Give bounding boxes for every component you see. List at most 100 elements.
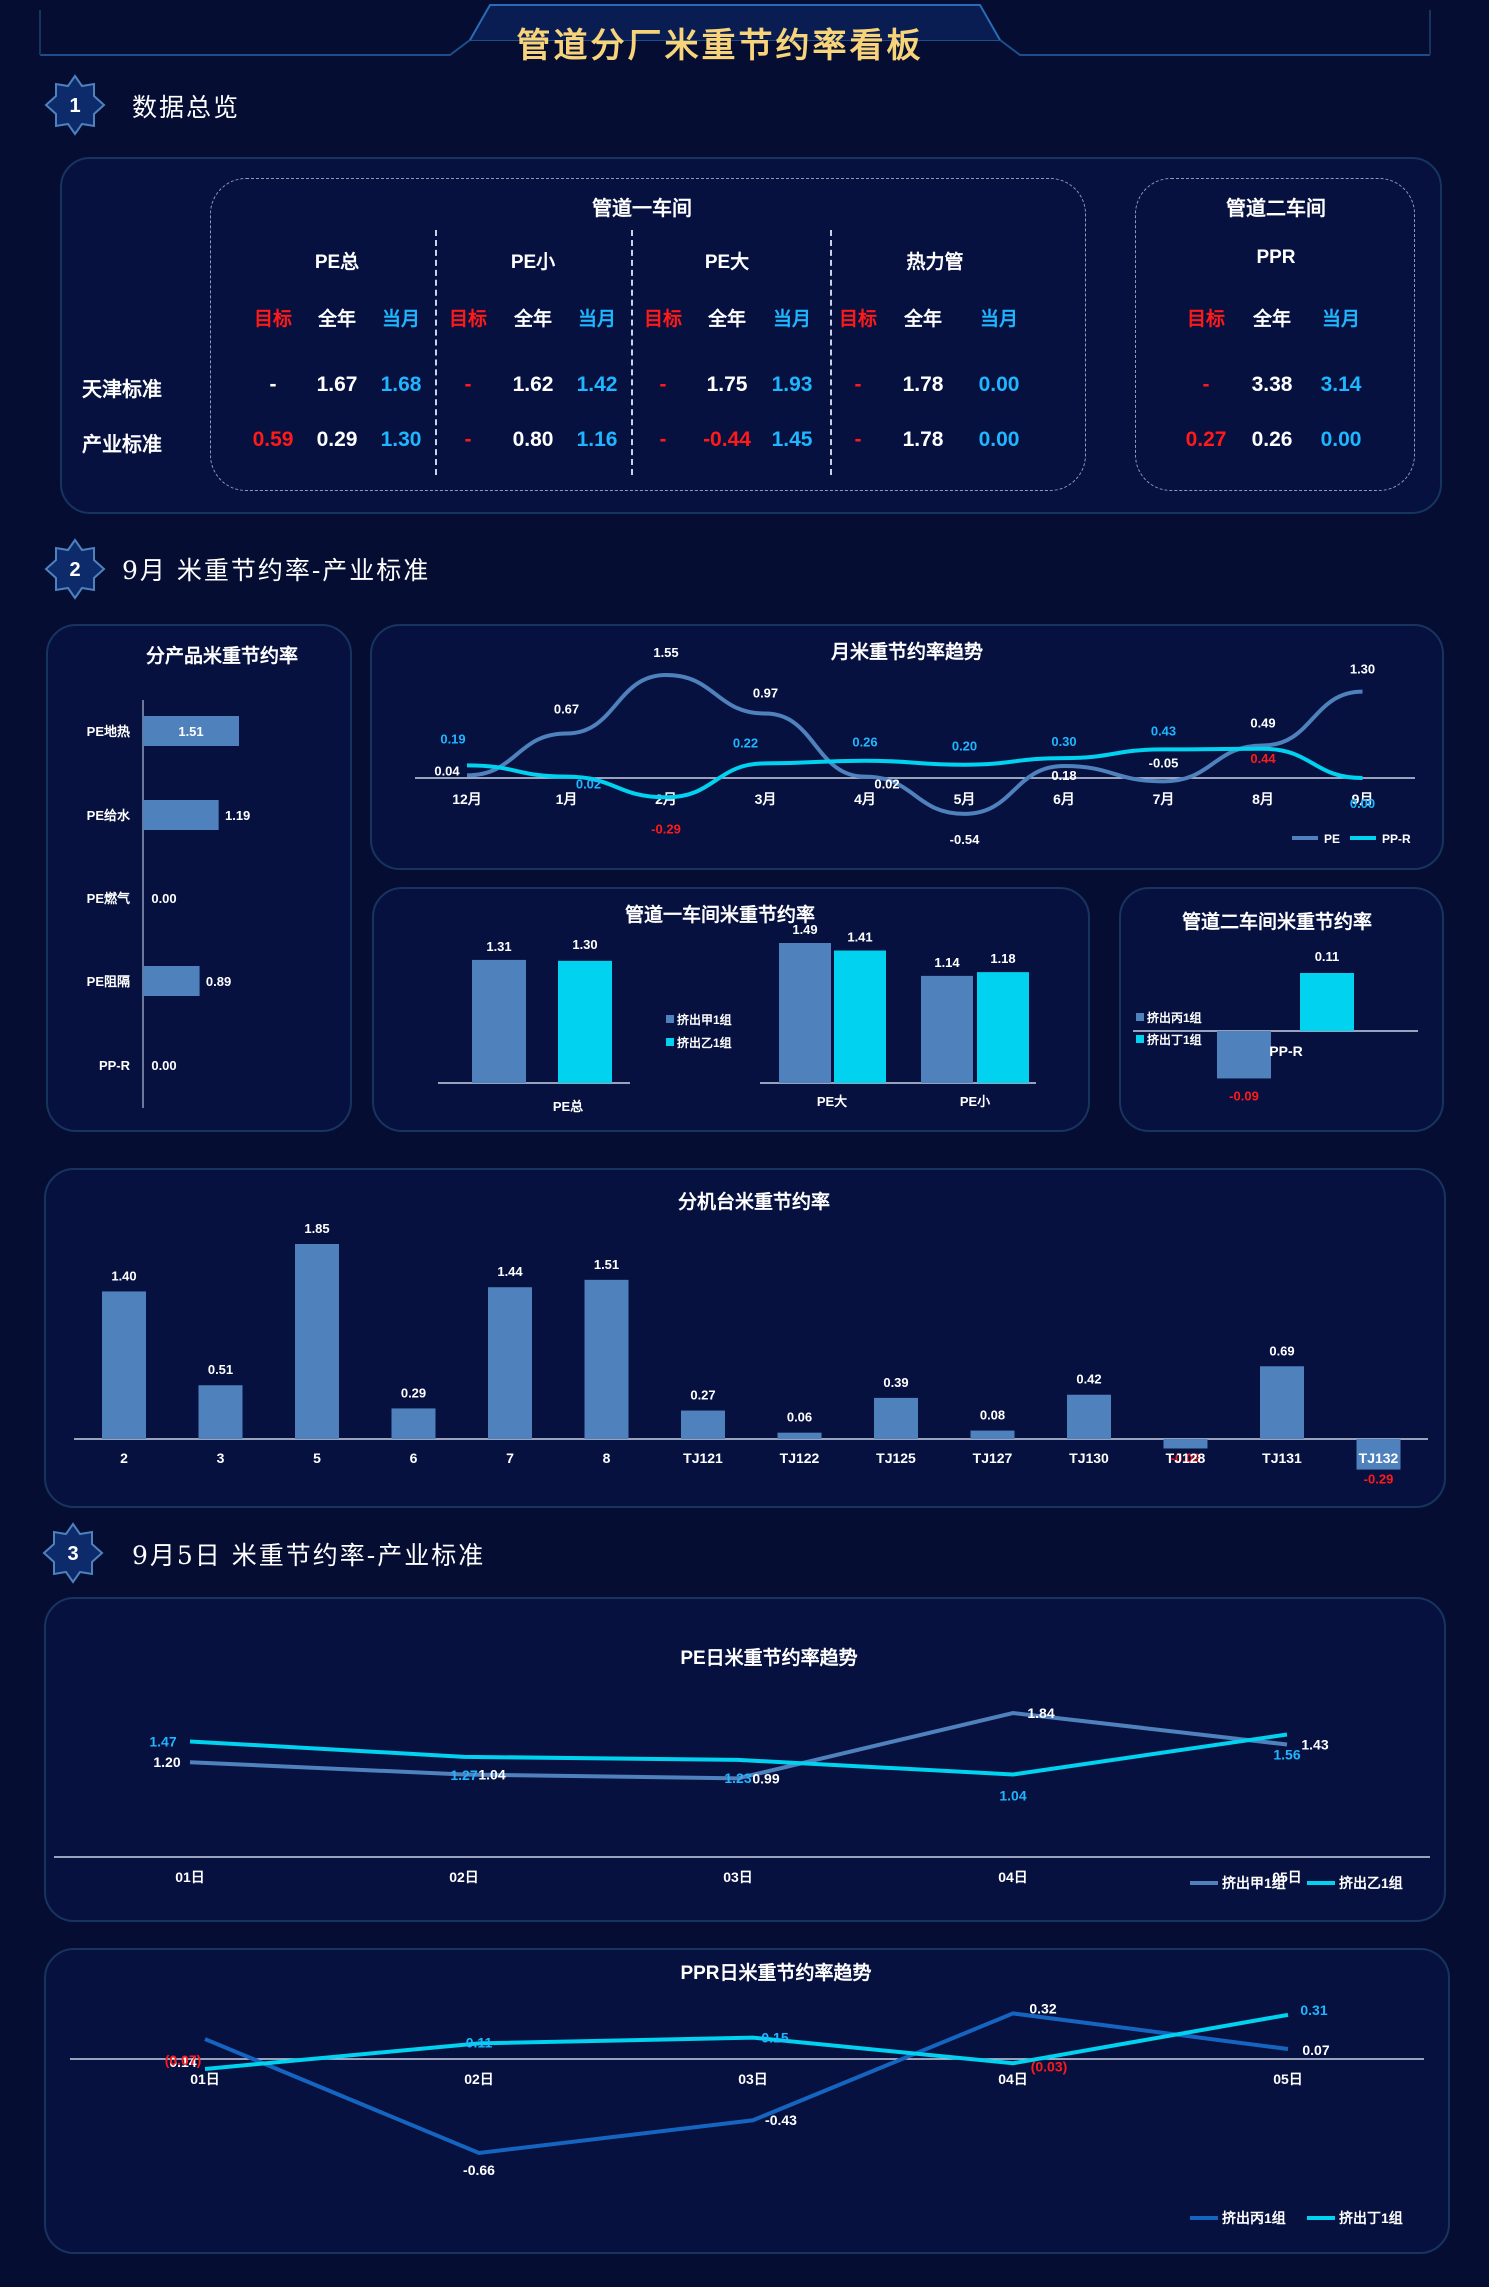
bar-value-label: -0.09	[1229, 1088, 1259, 1103]
section-badge-3: 3	[42, 1522, 104, 1584]
bar-value-label: 1.30	[572, 937, 597, 952]
section-badge-1: 1	[44, 74, 106, 136]
sub-header: 目标	[1186, 309, 1226, 330]
bar	[391, 1408, 436, 1439]
tick-label: 5月	[954, 791, 976, 807]
bar	[102, 1291, 146, 1439]
sub-header: 目标	[643, 309, 683, 330]
bar-value-label: 1.31	[486, 939, 511, 954]
overview-cell: -	[854, 373, 862, 396]
pe-value-label: 0.18	[1051, 768, 1076, 783]
bar	[970, 1430, 1015, 1439]
series1-value-label: 0.99	[752, 1770, 779, 1786]
series2-value-label: 0.11	[466, 2034, 493, 2050]
bar-value-label: 1.41	[847, 930, 872, 945]
tick-label: 12月	[452, 791, 482, 807]
sub-header: 目标	[838, 309, 878, 330]
bar	[1300, 973, 1354, 1031]
workshop1-title: 管道一车间	[592, 198, 692, 220]
tick-label: 8月	[1252, 791, 1274, 807]
row-label-tianjin: 天津标准	[82, 379, 162, 401]
tick-label: 7月	[1153, 791, 1175, 807]
bar-value-label: 0.06	[787, 1410, 812, 1425]
ws1-chart-title: 管道一车间米重节约率	[624, 905, 816, 926]
sub-header: 全年	[707, 309, 747, 330]
legend-label: 挤出丙1组	[1147, 1010, 1202, 1025]
tick-label: 04日	[998, 2071, 1028, 2087]
category-label: PE大	[817, 1094, 847, 1109]
bar-value-label: 1.18	[990, 951, 1015, 966]
overview-cell: 1.45	[771, 428, 813, 451]
bar-value-label: 1.40	[111, 1268, 136, 1283]
sub-header: 全年	[903, 309, 943, 330]
legend-label: PE	[1324, 832, 1340, 846]
overview-cell: 3.14	[1320, 373, 1362, 396]
pe-daily-chart-title: PE日米重节约率趋势	[680, 1648, 858, 1669]
overview-cell: -	[464, 428, 472, 451]
ppr-value-label: 0.44	[1250, 751, 1276, 766]
series-line-PE	[466, 672, 1363, 816]
legend-swatch	[666, 1038, 674, 1046]
overview-cell: -0.44	[703, 428, 751, 451]
bar	[1067, 1394, 1111, 1439]
legend-swatch	[1136, 1013, 1144, 1021]
sub-header: 目标	[253, 309, 293, 330]
bar-value-label: -0.09	[1171, 1450, 1201, 1465]
overview-cell: 1.78	[902, 373, 944, 396]
sub-header: 目标	[448, 309, 488, 330]
category-label: 7	[506, 1450, 514, 1466]
svg-text:1: 1	[69, 95, 80, 117]
ppr-value-label: -0.29	[651, 821, 681, 836]
legend-label: 挤出丁1组	[1147, 1032, 1202, 1047]
series-line	[204, 2012, 1289, 2071]
workshop2-title: 管道二车间	[1226, 198, 1326, 220]
overview-cell: 3.38	[1251, 373, 1293, 396]
tick-label: 01日	[190, 2071, 220, 2087]
overview-cell: -	[464, 373, 472, 396]
legend-label: 挤出丙1组	[1222, 2210, 1286, 2226]
legend-label: 挤出乙1组	[1339, 1875, 1403, 1891]
overview-cell: 1.16	[576, 428, 618, 451]
ppr-value-label: 0.19	[440, 731, 465, 746]
bar-value-label: 0.39	[883, 1375, 908, 1390]
section-badge-2: 2	[44, 538, 106, 600]
series1-value-label: 1.84	[1027, 1705, 1054, 1721]
sub-header: 当月	[577, 309, 617, 330]
bar	[1217, 1031, 1271, 1079]
overview-cell: 1.30	[380, 428, 422, 451]
category-label: TJ130	[1069, 1450, 1109, 1466]
category-label: 8	[603, 1450, 611, 1466]
bar	[143, 800, 219, 830]
bar	[143, 966, 200, 996]
bar	[681, 1410, 725, 1439]
bar	[777, 1432, 822, 1439]
category-label: PE阻隔	[87, 974, 130, 989]
tick-label: 9月	[1352, 791, 1374, 807]
ppr-value-label: 0.00	[1350, 796, 1375, 811]
series2-value-label: 0.15	[761, 2030, 788, 2046]
category-label: TJ121	[683, 1450, 723, 1466]
product-chart-title: 分产品米重节约率	[145, 646, 299, 667]
bar-value-label: 0.29	[401, 1385, 426, 1400]
overview-cell: 1.62	[512, 373, 554, 396]
ws2-chart-panel	[1119, 887, 1444, 1132]
ppr-value-label: 0.26	[852, 735, 877, 750]
tick-label: 1月	[556, 791, 578, 807]
bar-value-label: 1.51	[178, 724, 203, 739]
category-label: PP-R	[1269, 1043, 1302, 1059]
category-label: 3	[217, 1450, 225, 1466]
series1-value-label: -0.66	[463, 2162, 495, 2178]
category-label: 6	[410, 1450, 418, 1466]
group-header-4: PPR	[1256, 247, 1296, 268]
series1-value-label: 0.07	[1302, 2042, 1329, 2058]
bar	[143, 716, 239, 746]
overview-cell: 1.78	[902, 428, 944, 451]
overview-cell: -	[269, 373, 277, 396]
category-label: 2	[120, 1450, 128, 1466]
workshop1-box	[210, 178, 1086, 491]
pe-value-label: -0.54	[950, 832, 980, 847]
category-label: TJ128	[1166, 1450, 1206, 1466]
bar	[488, 1287, 532, 1439]
legend-label: PP-R	[1382, 832, 1411, 846]
category-label: PE小	[960, 1094, 990, 1109]
